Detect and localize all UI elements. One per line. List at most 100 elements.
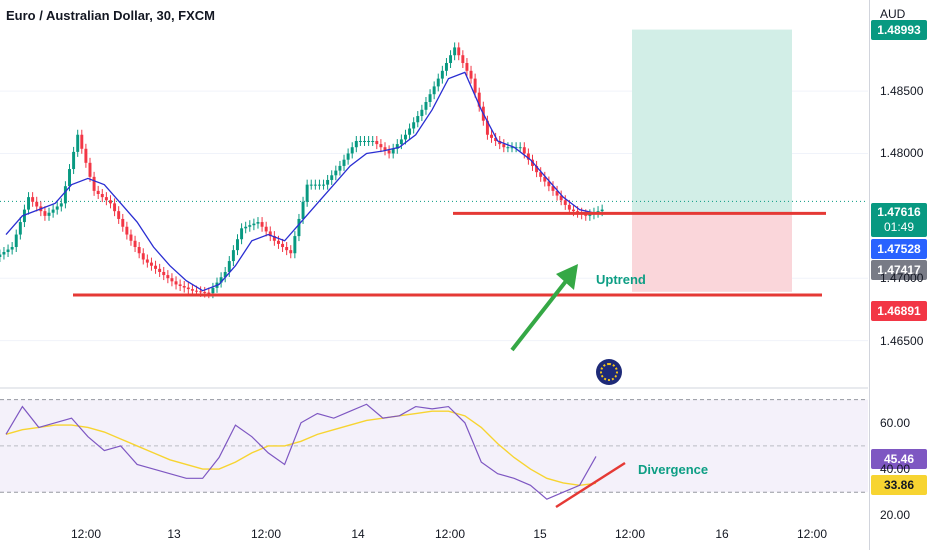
uptrend-arrow-head bbox=[556, 264, 578, 290]
candle-body bbox=[473, 78, 477, 93]
candle-body bbox=[256, 222, 260, 224]
candle-body bbox=[469, 70, 473, 79]
rsi-tick-label: 40.00 bbox=[880, 462, 911, 477]
rsi-value-label: 45.46 bbox=[871, 449, 927, 469]
candle-body bbox=[170, 278, 174, 282]
candle-body bbox=[88, 162, 92, 177]
price-tick-label: 1.47000 bbox=[880, 271, 924, 286]
candle-body bbox=[371, 140, 375, 142]
candle-body bbox=[10, 247, 14, 250]
candle-body bbox=[117, 211, 121, 219]
candle-body bbox=[559, 195, 563, 201]
bar-countdown: 01:49 bbox=[883, 220, 915, 234]
candle-body bbox=[281, 243, 285, 248]
event-badge-icon[interactable] bbox=[596, 359, 622, 385]
candle-body bbox=[416, 116, 420, 123]
candle-body bbox=[539, 172, 543, 177]
candle-body bbox=[211, 287, 215, 294]
candle-body bbox=[80, 134, 84, 149]
candle-body bbox=[207, 292, 211, 294]
candle-body bbox=[154, 265, 158, 269]
candle-body bbox=[84, 148, 88, 163]
candle-body bbox=[223, 271, 227, 278]
candle-body bbox=[149, 262, 153, 266]
candle-body bbox=[338, 165, 342, 171]
candle-body bbox=[289, 250, 293, 254]
candle-body bbox=[129, 234, 133, 241]
target-zone bbox=[632, 29, 792, 213]
candle-body bbox=[158, 268, 162, 272]
candle-body bbox=[141, 253, 145, 260]
candle-body bbox=[428, 94, 432, 102]
candle-body bbox=[231, 250, 235, 262]
candle-body bbox=[43, 211, 47, 216]
uptrend-annotation: Uptrend bbox=[596, 272, 646, 287]
candle-body bbox=[51, 209, 55, 213]
candle-body bbox=[498, 140, 502, 145]
candle-body bbox=[444, 63, 448, 71]
blue-level-label: 1.47528 bbox=[871, 239, 927, 259]
divergence-annotation: Divergence bbox=[638, 462, 709, 477]
candle-body bbox=[309, 184, 313, 186]
time-tick-label: 12:00 bbox=[70, 527, 102, 541]
candle-body bbox=[522, 147, 526, 154]
candle-body bbox=[285, 247, 289, 251]
candle-body bbox=[453, 47, 457, 56]
price-tick-label: 1.46500 bbox=[880, 333, 924, 348]
candle-body bbox=[600, 209, 604, 212]
candle-body bbox=[563, 200, 567, 205]
time-tick-label: 15 bbox=[533, 527, 547, 541]
candle-body bbox=[354, 140, 358, 148]
candle-body bbox=[18, 222, 22, 235]
grey-level-label: 1.47417 bbox=[871, 260, 927, 280]
candle-body bbox=[293, 236, 297, 254]
candle-body bbox=[567, 204, 571, 210]
candle-body bbox=[412, 122, 416, 129]
time-tick-label: 12:00 bbox=[250, 527, 282, 541]
candle-body bbox=[125, 226, 129, 235]
time-tick-label: 13 bbox=[167, 527, 181, 541]
candle-body bbox=[547, 181, 551, 187]
candle-body bbox=[35, 201, 39, 207]
candle-body bbox=[477, 92, 481, 107]
candle-body bbox=[27, 197, 31, 210]
candle-body bbox=[121, 218, 125, 227]
target-price-label: 1.48993 bbox=[871, 20, 927, 40]
candle-body bbox=[72, 151, 76, 170]
candle-body bbox=[424, 102, 428, 110]
time-tick-label: 16 bbox=[715, 527, 729, 541]
candle-body bbox=[490, 134, 493, 138]
candle-body bbox=[358, 140, 362, 142]
candle-body bbox=[22, 209, 26, 223]
candle-body bbox=[137, 247, 141, 254]
candle-body bbox=[342, 159, 346, 166]
candle-body bbox=[571, 209, 575, 212]
candle-body bbox=[96, 190, 100, 194]
uptrend-arrow-shaft bbox=[510, 274, 572, 352]
time-tick-label: 12:00 bbox=[614, 527, 646, 541]
candle-body bbox=[408, 128, 412, 135]
candle-body bbox=[240, 228, 244, 240]
candle-body bbox=[449, 55, 453, 64]
candle-body bbox=[182, 286, 186, 288]
time-tick-label: 14 bbox=[351, 527, 365, 541]
candle-body bbox=[543, 176, 547, 182]
candle-body bbox=[268, 231, 272, 237]
candle-body bbox=[494, 137, 498, 141]
rsi-ma-line bbox=[5, 410, 597, 486]
candle-body bbox=[199, 291, 203, 293]
current-price-value: 1.47616 bbox=[877, 205, 921, 219]
candle-body bbox=[526, 153, 530, 160]
candle-body bbox=[514, 147, 518, 149]
candle-body bbox=[367, 140, 371, 142]
current-price-label: 1.47616 01:49 bbox=[871, 203, 927, 237]
candle-body bbox=[264, 226, 268, 232]
divergence-line bbox=[555, 461, 626, 509]
candle-body bbox=[133, 240, 137, 248]
candle-body bbox=[227, 261, 231, 272]
candle-body bbox=[317, 184, 321, 186]
candle-body bbox=[465, 63, 469, 71]
candle-body bbox=[584, 214, 588, 216]
candle-body bbox=[14, 234, 18, 248]
